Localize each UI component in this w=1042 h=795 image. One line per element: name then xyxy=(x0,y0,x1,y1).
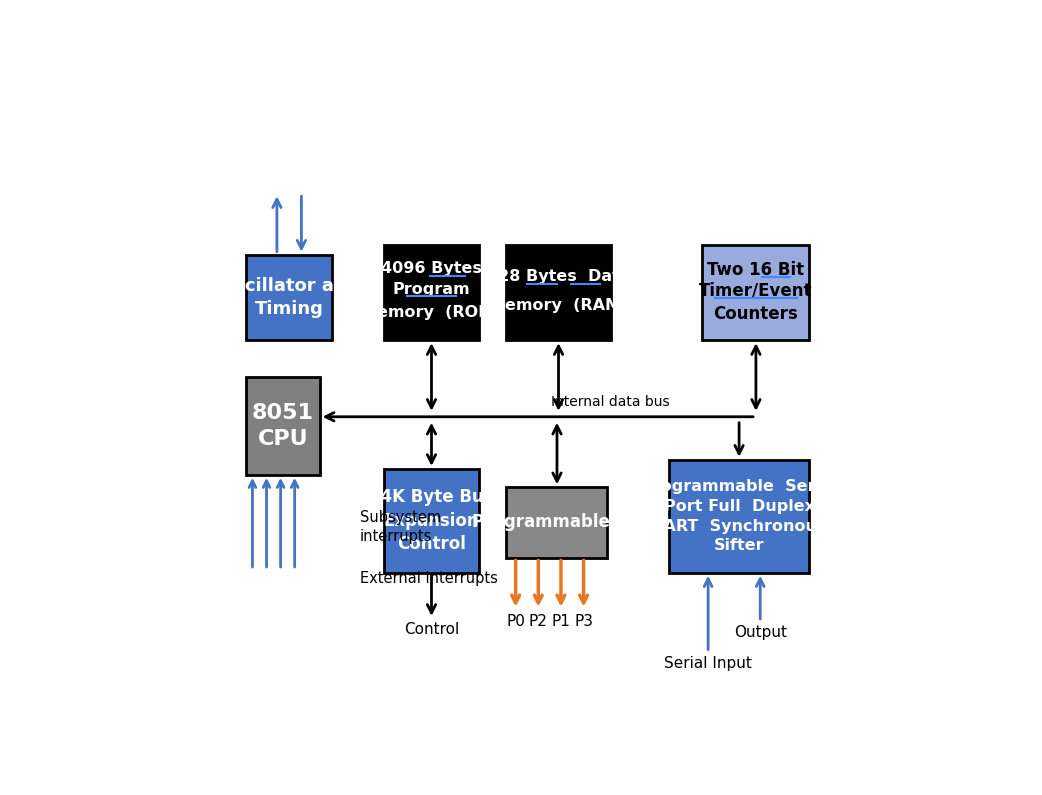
Text: Serial Input: Serial Input xyxy=(664,656,752,670)
Text: P1: P1 xyxy=(551,614,570,629)
Text: Counters: Counters xyxy=(714,304,798,323)
Text: P0: P0 xyxy=(506,614,525,629)
Text: P3: P3 xyxy=(574,614,593,629)
FancyBboxPatch shape xyxy=(702,246,810,340)
Text: Control: Control xyxy=(404,622,460,637)
Text: 64K Byte Bus
Expansion
Control: 64K Byte Bus Expansion Control xyxy=(369,488,494,553)
Text: Programmable I/O: Programmable I/O xyxy=(472,514,642,531)
FancyBboxPatch shape xyxy=(246,254,332,340)
FancyBboxPatch shape xyxy=(669,460,810,573)
Text: Program: Program xyxy=(393,281,470,297)
Text: 8051
CPU: 8051 CPU xyxy=(252,403,314,449)
FancyBboxPatch shape xyxy=(506,487,607,557)
Text: External interrupts: External interrupts xyxy=(359,572,497,587)
Text: Timer/Event: Timer/Event xyxy=(699,281,813,300)
Text: Internal data bus: Internal data bus xyxy=(551,395,670,409)
FancyBboxPatch shape xyxy=(384,246,479,340)
Text: Subsystem: Subsystem xyxy=(359,510,441,525)
FancyBboxPatch shape xyxy=(384,469,479,573)
FancyBboxPatch shape xyxy=(506,246,611,340)
Text: Output: Output xyxy=(734,625,787,640)
Text: 128 Bytes  Data: 128 Bytes Data xyxy=(487,270,630,285)
Text: interrupts: interrupts xyxy=(359,529,432,544)
FancyBboxPatch shape xyxy=(246,377,320,475)
Text: 4096 Bytes: 4096 Bytes xyxy=(381,261,482,276)
Text: Memory  (ROM): Memory (ROM) xyxy=(362,305,501,320)
Text: Programmable  Serial
Port Full  Duplex
UART  Synchronous
Sifter: Programmable Serial Port Full Duplex UAR… xyxy=(641,479,837,553)
Text: P2: P2 xyxy=(529,614,548,629)
Text: Two 16 Bit: Two 16 Bit xyxy=(708,261,804,278)
Text: Memory  (RAM): Memory (RAM) xyxy=(489,297,628,312)
Text: Oscillator and
Timing: Oscillator and Timing xyxy=(219,277,359,318)
